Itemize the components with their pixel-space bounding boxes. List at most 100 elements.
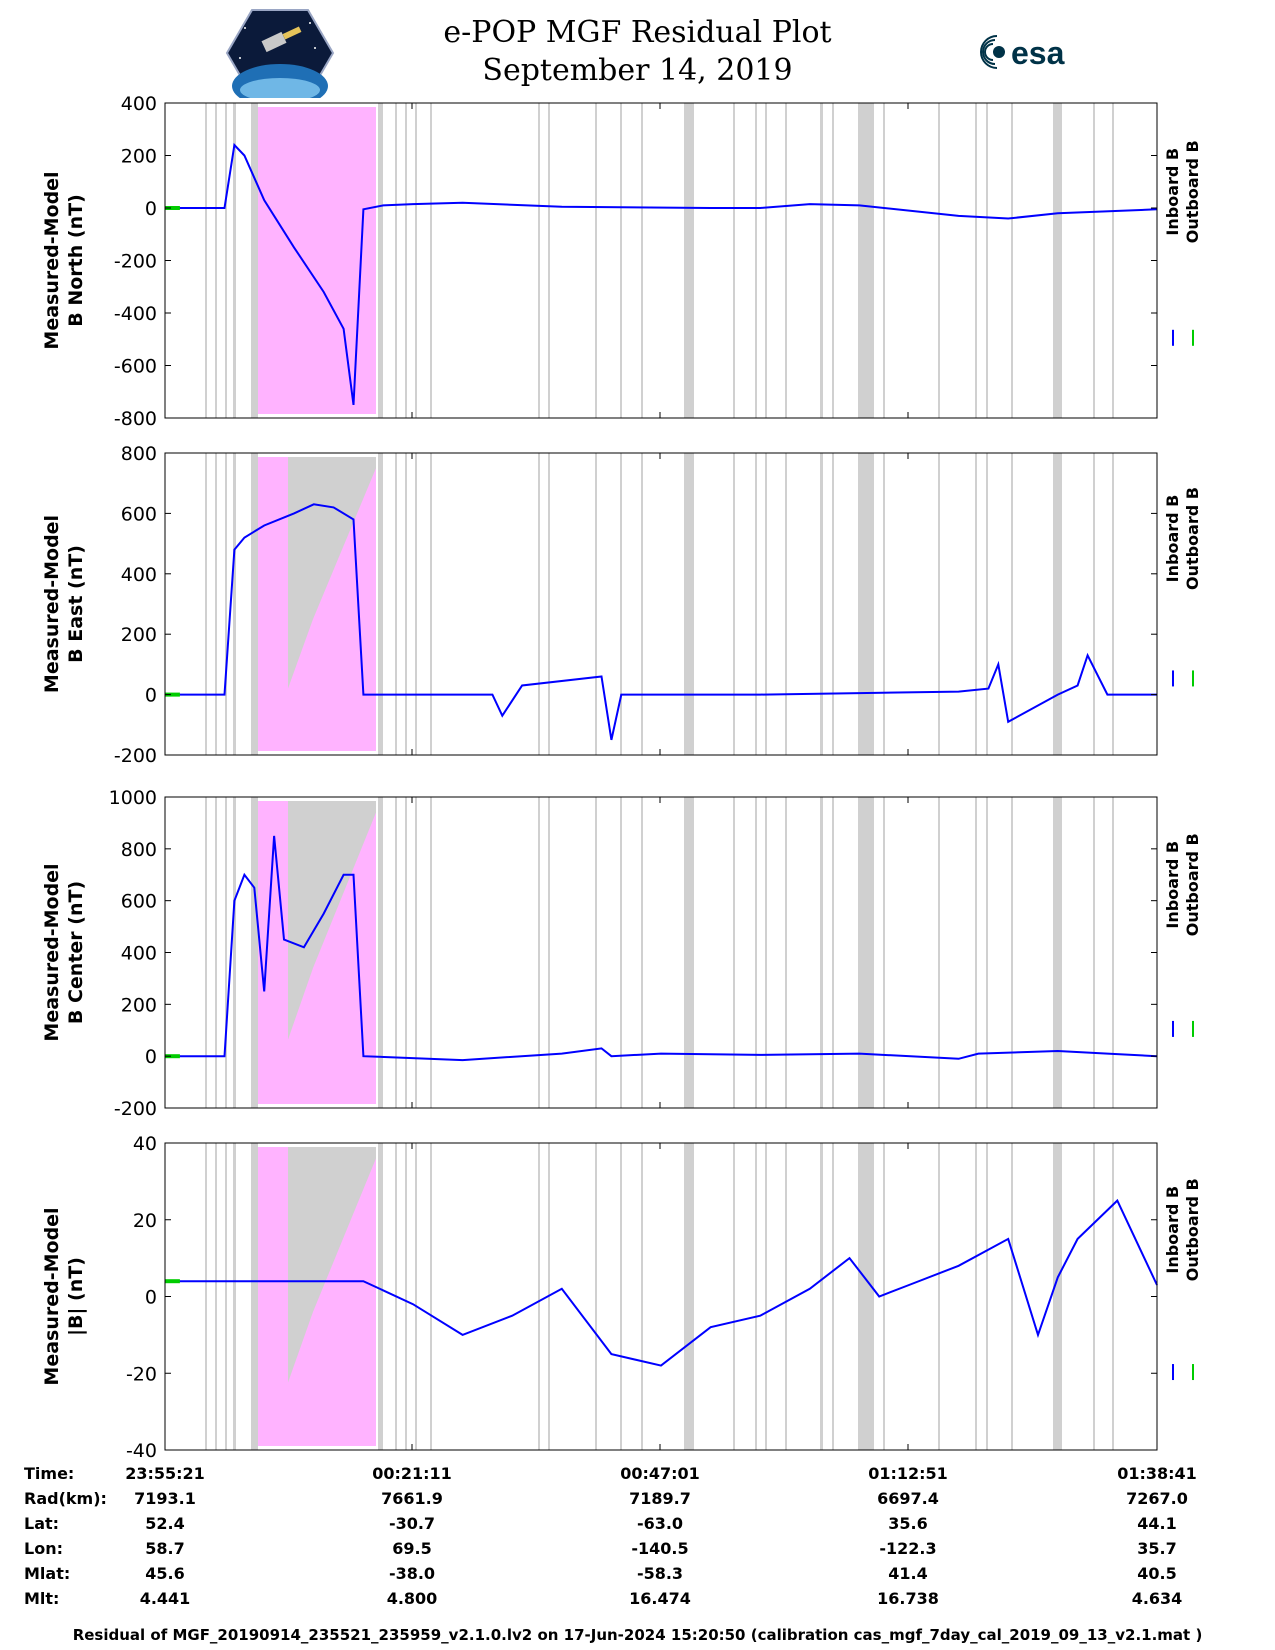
data-gap-band xyxy=(538,797,540,1108)
data-gap-band xyxy=(975,453,977,755)
data-gap-band xyxy=(832,453,834,755)
overlap-band xyxy=(288,1147,376,1383)
data-gap-band xyxy=(415,103,417,418)
data-gap-band xyxy=(548,103,550,418)
y-tick-label: -200 xyxy=(114,251,157,273)
data-gap-band xyxy=(986,797,988,1108)
data-gap-band xyxy=(1011,1143,1013,1450)
data-gap-band xyxy=(430,797,432,1108)
data-gap-band xyxy=(986,103,988,418)
data-gap-band xyxy=(548,797,550,1108)
data-gap-band xyxy=(395,797,397,1108)
data-gap-band xyxy=(225,103,227,418)
data-gap-band xyxy=(1011,103,1013,418)
data-gap-band xyxy=(378,797,383,1108)
data-gap-band xyxy=(1093,797,1095,1108)
data-gap-band xyxy=(405,103,407,418)
data-gap-band xyxy=(233,103,236,418)
y-tick-label: 800 xyxy=(121,839,157,861)
data-gap-band xyxy=(641,103,643,418)
data-gap-band xyxy=(858,103,874,418)
y-tick-label: 400 xyxy=(121,943,157,965)
legend-outboard-label: Outboard B xyxy=(1183,140,1202,243)
data-gap-band xyxy=(205,1143,207,1450)
data-gap-band xyxy=(938,1143,940,1450)
data-gap-band xyxy=(1011,797,1013,1108)
data-gap-band xyxy=(415,1143,417,1450)
data-gap-band xyxy=(785,453,787,755)
y-tick-label: -20 xyxy=(126,1363,157,1385)
data-gap-band xyxy=(883,797,885,1108)
data-gap-band xyxy=(755,103,757,418)
data-gap-band xyxy=(883,453,885,755)
data-gap-band xyxy=(251,103,258,418)
data-gap-band xyxy=(215,453,217,755)
data-gap-band xyxy=(1053,453,1062,755)
data-gap-band xyxy=(548,453,550,755)
data-gap-band xyxy=(765,103,767,418)
data-gap-band xyxy=(785,103,787,418)
plot-title: e-POP MGF Residual Plot xyxy=(443,15,832,50)
legend-outboard-label: Outboard B xyxy=(1183,833,1202,936)
data-gap-band xyxy=(733,1143,735,1450)
data-gap-band xyxy=(215,103,217,418)
data-gap-band xyxy=(620,797,622,1108)
y-tick-label: 600 xyxy=(121,891,157,913)
data-gap-band xyxy=(858,1143,874,1450)
y-tick-label: -200 xyxy=(114,1098,157,1120)
legend-inboard-label: Inboard B xyxy=(1163,148,1182,236)
data-gap-band xyxy=(733,453,735,755)
inboard-series-line xyxy=(165,835,1158,1062)
data-gap-band xyxy=(1112,1143,1114,1450)
data-gap-band xyxy=(883,103,885,418)
data-gap-band xyxy=(832,1143,834,1450)
plot-date: September 14, 2019 xyxy=(482,53,793,88)
data-gap-band xyxy=(233,453,236,755)
y-tick-label: -400 xyxy=(114,303,157,325)
data-gap-band xyxy=(641,1143,643,1450)
y-tick-label: 20 xyxy=(133,1210,157,1232)
data-gap-band xyxy=(975,103,977,418)
y-tick-label: 0 xyxy=(145,198,157,220)
footer-caption: Residual of MGF_20190914_235521_235959_v… xyxy=(72,1626,1203,1644)
data-gap-band xyxy=(1112,103,1114,418)
data-gap-band xyxy=(938,797,940,1108)
inboard-series-line xyxy=(165,503,1157,741)
data-gap-band xyxy=(205,103,207,418)
data-gap-band xyxy=(1053,103,1062,418)
data-gap-band xyxy=(1093,453,1095,755)
data-gap-band xyxy=(378,453,383,755)
data-gap-band xyxy=(225,1143,227,1450)
data-gap-band xyxy=(975,797,977,1108)
data-gap-band xyxy=(395,103,397,418)
y-tick-label: 0 xyxy=(145,1287,157,1309)
data-gap-band xyxy=(733,103,735,418)
data-gap-band xyxy=(205,453,207,755)
data-gap-band xyxy=(251,797,258,1108)
data-gap-band xyxy=(785,1143,787,1450)
overlap-band xyxy=(288,457,376,689)
data-gap-band xyxy=(1093,103,1095,418)
esa-logo-text: esa xyxy=(1011,35,1065,71)
data-gap-band xyxy=(755,797,757,1108)
data-gap-band xyxy=(1112,453,1114,755)
data-gap-band xyxy=(684,1143,694,1450)
y-axis-label: Measured-Model xyxy=(41,515,63,693)
data-gap-band xyxy=(415,797,417,1108)
highlight-band xyxy=(258,107,376,414)
y-axis-label: Measured-Model xyxy=(41,1207,63,1385)
data-gap-band xyxy=(832,103,834,418)
data-gap-band xyxy=(1053,797,1062,1108)
overlap-band xyxy=(288,801,376,1040)
data-gap-band xyxy=(765,1143,767,1450)
y-tick-label: 200 xyxy=(121,994,157,1016)
plot-frame xyxy=(164,452,1158,756)
data-gap-band xyxy=(785,797,787,1108)
data-gap-band xyxy=(225,453,227,755)
y-tick-label: 400 xyxy=(121,93,157,115)
data-gap-band xyxy=(684,797,694,1108)
data-gap-band xyxy=(215,797,217,1108)
y-tick-label: 0 xyxy=(145,1046,157,1068)
data-gap-band xyxy=(684,103,694,418)
data-gap-band xyxy=(430,1143,432,1450)
